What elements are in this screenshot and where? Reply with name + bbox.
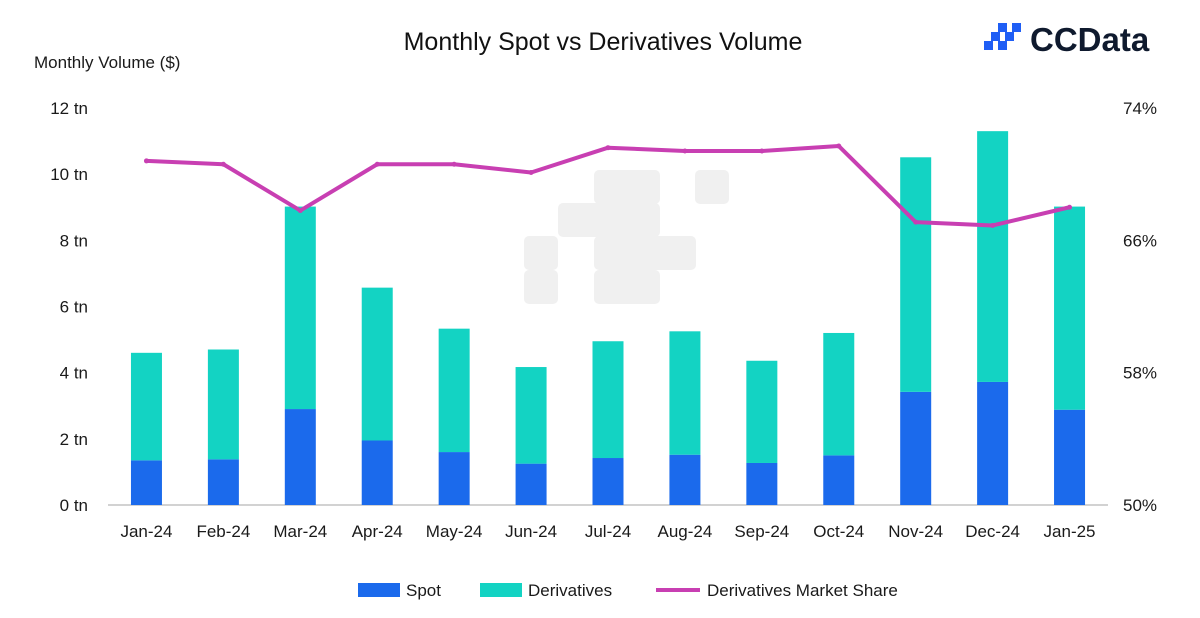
x-tick-label: Oct-24	[813, 522, 864, 541]
bar-derivatives	[284, 206, 316, 410]
watermark-block	[558, 203, 660, 237]
watermark-block	[594, 170, 660, 204]
y-right-tick-label: 74%	[1123, 99, 1157, 118]
watermark-block	[524, 270, 558, 304]
line-point	[605, 145, 611, 151]
right-axis-ticks: 50% 58% 66% 74%	[1123, 99, 1157, 515]
bar-derivatives	[515, 367, 547, 464]
bar-derivatives	[669, 331, 701, 455]
x-tick-label: Dec-24	[965, 522, 1020, 541]
chart-title: Monthly Spot vs Derivatives Volume	[404, 28, 803, 56]
legend-label-derivatives: Derivatives	[528, 581, 612, 600]
bar-spot	[284, 409, 316, 505]
bar-spot	[746, 462, 778, 505]
bar-spot	[592, 458, 624, 505]
ccdata-logo-icon	[984, 23, 1021, 50]
bar-derivatives	[130, 352, 162, 461]
x-tick-label: Jan-24	[120, 522, 172, 541]
bar-derivatives	[823, 332, 855, 456]
bar-spot	[515, 463, 547, 505]
line-point	[682, 148, 688, 154]
x-tick-label: May-24	[426, 522, 483, 541]
y-left-tick-label: 4 tn	[60, 364, 88, 383]
bar-spot	[823, 455, 855, 505]
line-point	[374, 161, 380, 167]
line-series	[143, 143, 1073, 228]
line-point	[1067, 204, 1073, 210]
x-tick-label: Aug-24	[658, 522, 713, 541]
bar-spot	[1054, 409, 1086, 505]
bar-derivatives	[977, 131, 1009, 382]
bar-derivatives	[592, 341, 624, 459]
watermark-block	[695, 170, 729, 204]
line-point	[759, 148, 765, 154]
logo-text: CCData	[1030, 21, 1150, 58]
legend-swatch-spot	[358, 583, 400, 597]
x-tick-label: Jan-25	[1044, 522, 1096, 541]
watermark-logo	[524, 170, 729, 304]
line-point	[451, 161, 457, 167]
line-point	[220, 161, 226, 167]
watermark-block	[594, 270, 660, 304]
y-right-tick-label: 50%	[1123, 496, 1157, 515]
y-right-tick-label: 66%	[1123, 231, 1157, 250]
x-tick-label: Nov-24	[888, 522, 943, 541]
logo-block	[991, 32, 1000, 41]
y-left-tick-label: 10 tn	[50, 165, 88, 184]
y-left-tick-label: 12 tn	[50, 99, 88, 118]
bar-derivatives	[900, 157, 932, 392]
bar-spot	[900, 391, 932, 505]
x-tick-label: Feb-24	[196, 522, 250, 541]
watermark-block	[524, 236, 558, 270]
line-point	[990, 222, 996, 228]
y-axis-title: Monthly Volume ($)	[34, 53, 180, 72]
x-tick-label: Jun-24	[505, 522, 557, 541]
logo-block	[1005, 32, 1014, 41]
line-point	[297, 208, 303, 214]
line-point	[528, 170, 534, 176]
bar-series	[130, 131, 1086, 505]
x-tick-label: Mar-24	[273, 522, 327, 541]
x-tick-label: Sep-24	[734, 522, 789, 541]
legend: Spot Derivatives Derivatives Market Share	[358, 581, 898, 600]
logo-block	[998, 41, 1007, 50]
x-tick-label: Apr-24	[352, 522, 403, 541]
bar-derivatives	[207, 349, 239, 460]
bar-derivatives	[361, 287, 393, 441]
legend-label-spot: Spot	[406, 581, 441, 600]
y-left-tick-label: 2 tn	[60, 430, 88, 449]
bar-spot	[130, 460, 162, 505]
logo-block	[998, 23, 1007, 32]
y-right-tick-label: 58%	[1123, 364, 1157, 383]
legend-swatch-derivatives	[480, 583, 522, 597]
line-point	[836, 143, 842, 149]
y-left-tick-label: 6 tn	[60, 298, 88, 317]
bar-spot	[977, 381, 1009, 505]
left-axis-ticks: 0 tn 2 tn 4 tn 6 tn 8 tn 10 tn 12 tn	[50, 99, 88, 515]
bar-derivatives	[1054, 206, 1086, 410]
logo-block	[1012, 23, 1021, 32]
line-point	[143, 158, 149, 164]
bar-spot	[207, 459, 239, 505]
x-tick-label: Jul-24	[585, 522, 631, 541]
logo-block	[984, 41, 993, 50]
line-point	[913, 219, 919, 225]
bar-derivatives	[438, 328, 470, 453]
bar-spot	[361, 440, 393, 505]
x-axis-ticks: Jan-24 Feb-24 Mar-24 Apr-24 May-24 Jun-24 Jul-…	[120, 522, 1095, 541]
watermark-block	[594, 236, 696, 270]
bar-derivatives	[746, 360, 778, 463]
y-left-tick-label: 8 tn	[60, 231, 88, 250]
bar-spot	[438, 452, 470, 505]
y-left-tick-label: 0 tn	[60, 496, 88, 515]
bar-spot	[669, 454, 701, 505]
ccdata-logo: CCData	[984, 21, 1150, 58]
legend-label-market-share: Derivatives Market Share	[707, 581, 898, 600]
